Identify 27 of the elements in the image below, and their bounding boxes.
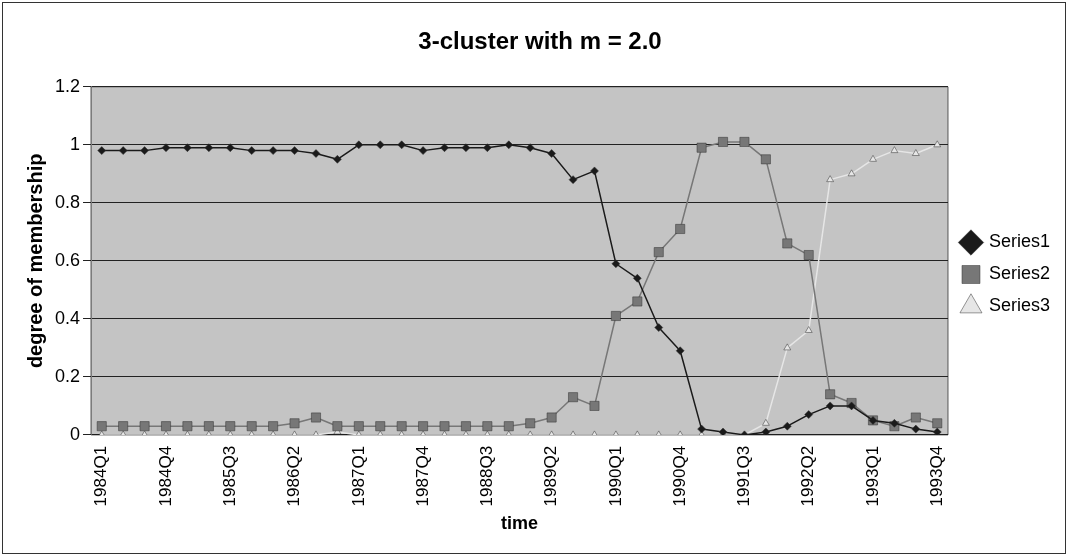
legend-label: Series2 xyxy=(988,263,1050,284)
x-tick-label: 1987Q1 xyxy=(348,445,368,507)
y-tick-label: 1 xyxy=(70,133,81,154)
x-tick-label: 1984Q4 xyxy=(155,445,175,507)
x-tick-label: 1984Q1 xyxy=(91,445,111,507)
chart-title: 3-cluster with m = 2.0 xyxy=(418,27,662,55)
x-tick-label: 1986Q2 xyxy=(284,445,304,507)
y-tick-label: 0.2 xyxy=(54,365,81,386)
x-tick-label: 1989Q2 xyxy=(541,445,561,507)
y-tick-label: 0.6 xyxy=(54,249,81,270)
y-tick-label: 0.4 xyxy=(54,307,81,328)
y-axis-title: degree of membership xyxy=(23,153,46,369)
x-tick-label: 1993Q4 xyxy=(926,445,946,507)
x-axis-title: time xyxy=(500,513,538,534)
x-tick-label: 1988Q3 xyxy=(477,445,497,507)
legend-label: Series3 xyxy=(988,295,1050,316)
x-tick-label: 1985Q3 xyxy=(219,445,239,507)
x-tick-label: 1993Q1 xyxy=(862,445,882,507)
x-tick-label: 1990Q1 xyxy=(605,445,625,507)
y-tick-label: 0 xyxy=(70,423,81,444)
y-tick-label: 0.8 xyxy=(54,191,81,212)
x-tick-label: 1987Q4 xyxy=(412,445,432,507)
y-tick-label: 1.2 xyxy=(54,75,81,96)
legend-label: Series1 xyxy=(988,231,1050,252)
x-tick-label: 1991Q3 xyxy=(734,445,754,507)
x-tick-label: 1992Q2 xyxy=(798,445,818,507)
x-tick-label: 1990Q4 xyxy=(669,445,689,507)
